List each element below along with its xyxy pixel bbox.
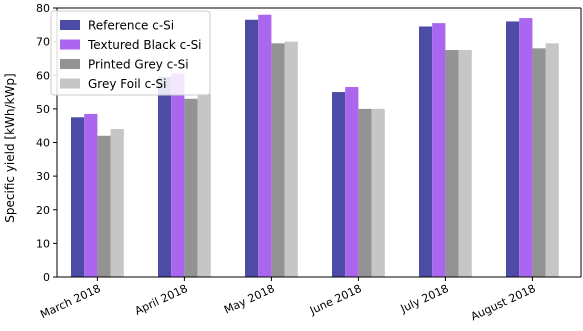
bar (110, 129, 124, 277)
y-tick-label: 50 (36, 103, 50, 116)
y-tick-label: 10 (36, 237, 50, 250)
bar (332, 92, 346, 277)
y-tick-label: 80 (36, 2, 50, 15)
bar (97, 135, 111, 277)
y-tick-label: 30 (36, 170, 50, 183)
legend-label: Textured Black c-Si (87, 38, 202, 52)
x-tick-label: August 2018 (469, 282, 538, 323)
y-tick-label: 40 (36, 137, 50, 150)
y-tick-label: 0 (43, 271, 50, 284)
bar (184, 98, 198, 277)
legend-swatch (60, 20, 80, 30)
x-tick-label: July 2018 (398, 282, 451, 316)
bar (445, 50, 459, 277)
y-axis-label: Specific yield [kWh/kWp] (3, 73, 17, 222)
bar (171, 73, 185, 277)
bar (358, 108, 372, 278)
bar (506, 21, 520, 278)
legend-frame (50, 10, 211, 96)
bar (545, 43, 559, 278)
y-tick-label: 70 (36, 36, 50, 49)
bar (371, 108, 385, 278)
bars-layer (71, 14, 559, 278)
legend-label: Printed Grey c-Si (88, 58, 189, 72)
bar (258, 14, 272, 277)
legend-label: Grey Foil c-Si (88, 77, 166, 91)
legend-swatch (60, 59, 80, 69)
y-tick-label: 60 (36, 69, 50, 82)
bar (532, 48, 546, 277)
x-tick-label: March 2018 (38, 282, 102, 321)
bar (84, 113, 98, 277)
bar (71, 117, 85, 277)
bar (158, 76, 172, 278)
x-tick-label: May 2018 (222, 282, 277, 317)
bar (432, 23, 446, 277)
bar (284, 41, 298, 278)
bar (345, 87, 359, 278)
bar (519, 18, 533, 278)
bar (419, 26, 433, 277)
legend-swatch (60, 39, 80, 50)
legend-swatch (60, 78, 80, 89)
bar (197, 93, 211, 278)
bar (458, 50, 472, 277)
x-tick-label: June 2018 (307, 282, 364, 318)
x-tick-label: April 2018 (133, 282, 190, 318)
legend-label: Reference c-Si (88, 19, 174, 33)
legend: Reference c-Si Textured Black c-Si Printed… (50, 10, 211, 96)
bar (271, 43, 285, 278)
bar (245, 19, 259, 278)
y-tick-label: 20 (36, 204, 50, 217)
